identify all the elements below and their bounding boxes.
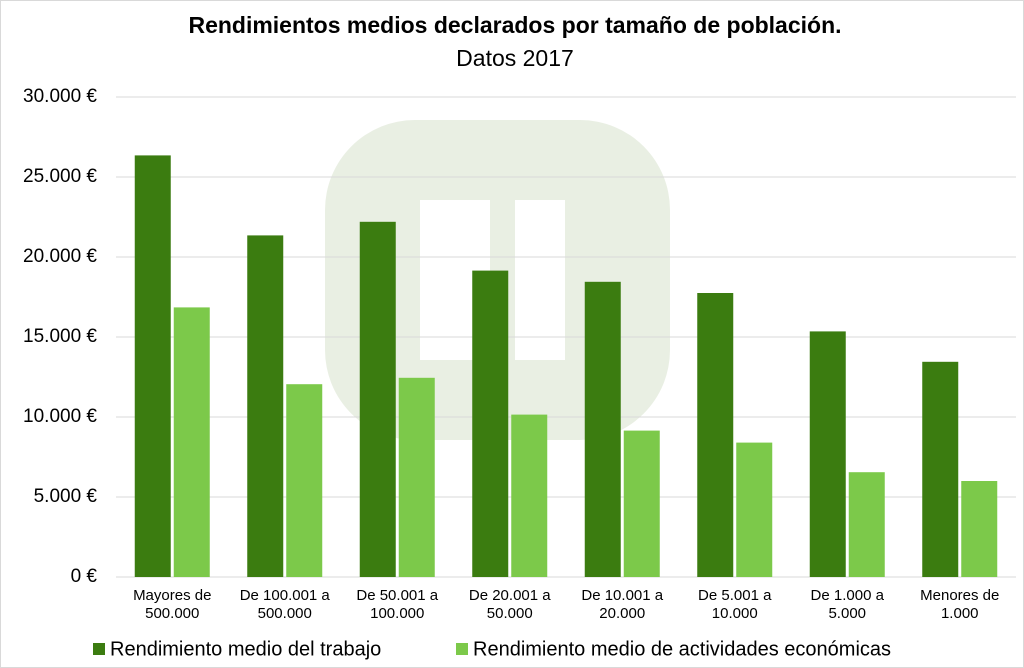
- bar: [736, 442, 773, 577]
- legend-label: Rendimiento medio de actividades económi…: [473, 638, 891, 660]
- bar: [359, 221, 396, 578]
- bar: [584, 281, 621, 577]
- x-tick-label: De 20.001 a 50.000: [468, 587, 551, 622]
- bar: [398, 377, 435, 577]
- chart-title: Rendimientos medios declarados por tamañ…: [188, 12, 841, 38]
- bar: [511, 414, 548, 577]
- bar: [286, 384, 323, 577]
- bar: [922, 361, 959, 577]
- legend-swatch: [456, 643, 468, 655]
- y-tick-label: 20.000 €: [23, 246, 97, 267]
- bar: [472, 270, 509, 577]
- bar: [697, 293, 734, 577]
- bar: [173, 307, 210, 577]
- x-tick-label: Mayores de 500.000: [133, 587, 212, 622]
- y-tick-label: 0 €: [71, 566, 98, 587]
- chart-subtitle: Datos 2017: [456, 45, 574, 71]
- y-tick-label: 30.000 €: [23, 86, 97, 107]
- x-tick-label: De 10.001 a 20.000: [581, 587, 664, 622]
- bar: [961, 481, 998, 577]
- bar: [623, 430, 660, 577]
- bar: [848, 472, 885, 577]
- y-tick-label: 15.000 €: [23, 326, 97, 347]
- x-tick-label: De 5.001 a 10.000: [698, 587, 772, 622]
- bar: [247, 235, 284, 577]
- bar: [809, 331, 846, 577]
- x-tick-label: Menores de 1.000: [920, 587, 1000, 622]
- bar: [134, 155, 171, 577]
- x-tick-label: De 1.000 a 5.000: [810, 587, 884, 622]
- y-tick-label: 25.000 €: [23, 166, 97, 187]
- legend-label: Rendimiento medio del trabajo: [110, 638, 381, 660]
- y-tick-label: 10.000 €: [23, 406, 97, 427]
- x-tick-label: De 100.001 a 500.000: [239, 587, 330, 622]
- y-tick-label: 5.000 €: [34, 486, 98, 507]
- x-tick-label: De 50.001 a 100.000: [356, 587, 439, 622]
- legend-swatch: [93, 643, 105, 655]
